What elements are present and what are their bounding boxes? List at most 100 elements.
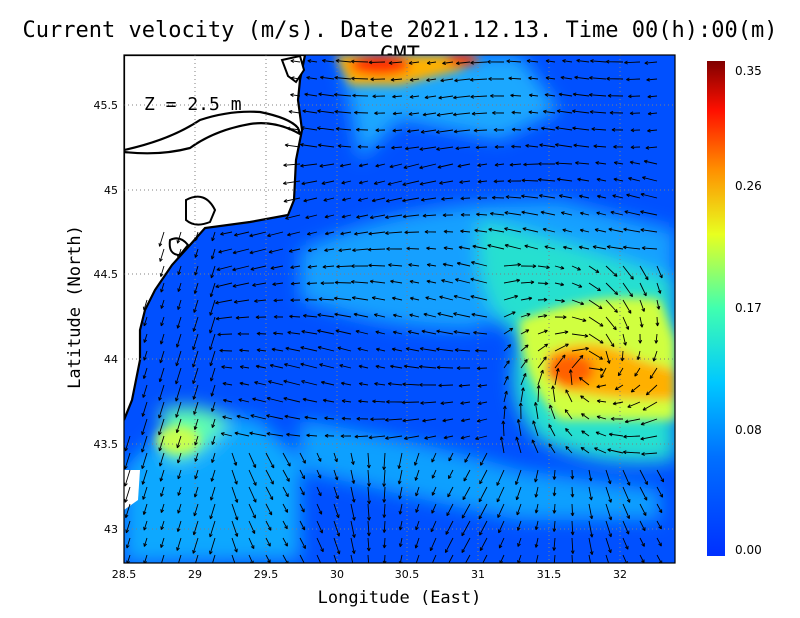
current-arrow [368, 263, 386, 268]
current-arrow [265, 486, 274, 501]
current-arrow [436, 365, 454, 370]
current-arrow [562, 228, 573, 233]
current-arrow [317, 345, 335, 352]
current-arrow [527, 127, 539, 131]
current-arrow [426, 246, 437, 251]
current-arrow [175, 401, 182, 418]
current-arrow [285, 214, 301, 220]
current-arrow [629, 160, 641, 165]
current-arrow [577, 177, 590, 182]
current-arrow [425, 296, 437, 301]
current-arrow [301, 329, 318, 335]
current-arrow [385, 231, 403, 236]
current-arrow [435, 129, 454, 134]
current-arrow [397, 452, 403, 469]
current-arrow [290, 265, 301, 270]
current-arrow [336, 264, 352, 269]
current-arrow [288, 248, 301, 253]
current-arrow [644, 61, 658, 65]
current-arrow [520, 313, 531, 318]
current-arrow [340, 434, 352, 439]
current-arrow [316, 452, 322, 462]
current-arrow [402, 418, 420, 423]
current-arrow [503, 375, 509, 386]
current-arrow [462, 486, 471, 501]
current-arrow [287, 231, 301, 237]
current-arrow [317, 313, 335, 318]
current-arrow [211, 435, 216, 446]
current-arrow [177, 486, 182, 496]
current-arrow [350, 264, 369, 269]
current-arrow [453, 294, 471, 301]
current-arrow [254, 381, 267, 386]
current-arrow [249, 231, 267, 238]
current-arrow [460, 401, 471, 405]
current-arrow [565, 445, 573, 454]
current-arrow [649, 367, 658, 379]
current-arrow [638, 333, 643, 344]
current-arrow [231, 503, 239, 521]
current-arrow [656, 299, 661, 310]
current-arrow [382, 469, 386, 487]
current-vectors [124, 58, 665, 563]
current-arrow [211, 231, 216, 242]
current-arrow [435, 347, 454, 352]
current-arrow [528, 76, 539, 81]
current-arrow [350, 486, 356, 503]
current-arrow [300, 362, 318, 369]
current-arrow [176, 231, 182, 244]
current-arrow [576, 58, 590, 63]
current-arrow [286, 126, 301, 131]
current-arrow [353, 110, 369, 115]
current-arrow [177, 469, 182, 480]
current-arrow [420, 197, 437, 202]
current-arrow [333, 537, 341, 555]
current-arrow [538, 161, 556, 166]
current-arrow [316, 537, 324, 553]
x-tick-label: 30.5 [395, 568, 420, 581]
current-arrow [639, 537, 645, 547]
current-arrow [431, 554, 437, 563]
current-arrow [419, 146, 437, 151]
current-arrow [639, 265, 649, 281]
current-arrow [160, 503, 165, 514]
current-arrow [358, 382, 369, 386]
current-arrow [192, 316, 199, 332]
current-arrow [555, 126, 573, 131]
current-arrow [605, 503, 613, 521]
current-arrow [545, 59, 556, 63]
current-arrow [440, 401, 454, 406]
current-arrow [300, 163, 318, 168]
current-arrow [460, 435, 471, 440]
current-arrow [409, 313, 420, 318]
current-arrow [368, 435, 386, 440]
y-tick-label: 43.5 [94, 438, 119, 451]
plot-frame [123, 54, 676, 564]
current-arrow [299, 537, 306, 549]
current-arrow [554, 282, 565, 287]
current-arrow [387, 381, 403, 386]
current-arrow [143, 520, 148, 531]
current-arrow [510, 93, 522, 98]
current-arrow [390, 77, 403, 82]
current-arrow [423, 312, 437, 318]
current-arrow [503, 390, 508, 403]
current-arrow [554, 265, 565, 270]
current-arrow [552, 503, 557, 514]
current-arrow [474, 228, 488, 233]
current-arrow [445, 520, 454, 535]
current-arrow [534, 520, 539, 531]
current-arrow [424, 95, 437, 100]
current-arrow [511, 110, 522, 115]
current-arrow [436, 112, 454, 117]
current-arrow [488, 227, 505, 233]
current-arrow [210, 265, 216, 279]
current-arrow [358, 180, 369, 185]
current-arrow [555, 161, 573, 166]
current-arrow [456, 261, 471, 267]
current-arrow [642, 401, 658, 411]
current-arrow [613, 144, 624, 149]
current-arrow [239, 348, 250, 353]
current-arrow [192, 333, 199, 351]
current-arrow [579, 228, 590, 233]
